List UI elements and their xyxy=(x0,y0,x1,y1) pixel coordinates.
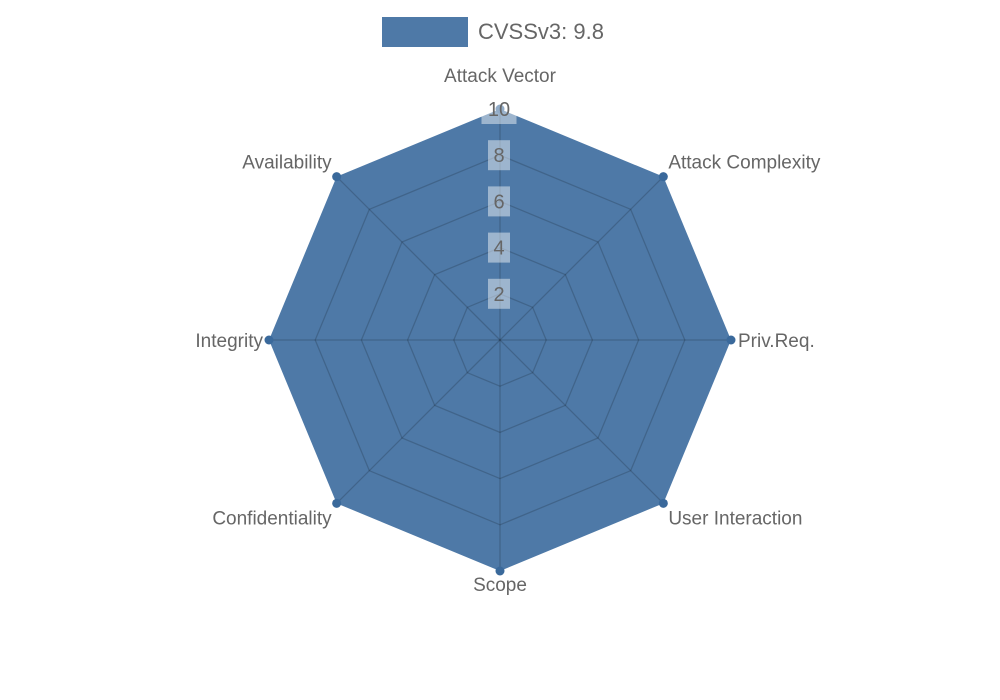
grid-ring xyxy=(406,246,594,434)
point-marker xyxy=(495,566,505,576)
axis-label-user-interaction: User Interaction xyxy=(668,508,802,529)
axis-label-attack-complexity: Attack Complexity xyxy=(668,153,821,174)
tick-backdrop xyxy=(488,186,510,217)
grid-ring xyxy=(453,293,547,387)
point-marker xyxy=(264,335,274,345)
axis-label-availability: Availability xyxy=(242,153,332,174)
tick-backdrop xyxy=(488,278,510,309)
spoke-line xyxy=(336,176,501,341)
grid-ring xyxy=(314,154,686,526)
axis-label-confidentiality: Confidentiality xyxy=(212,508,332,529)
spoke-line xyxy=(499,176,664,341)
axis-label-integrity: Integrity xyxy=(195,331,263,352)
tick-label: 8 xyxy=(493,145,504,167)
point-marker xyxy=(658,498,668,508)
chart-legend[interactable]: CVSSv3: 9.8 xyxy=(382,17,604,47)
legend-label: CVSSv3: 9.8 xyxy=(478,19,604,44)
grid-ring xyxy=(360,200,640,480)
point-marker xyxy=(495,104,505,114)
tick-label: 4 xyxy=(493,238,504,260)
tick-label: 6 xyxy=(493,191,504,213)
axis-label-attack-vector: Attack Vector xyxy=(444,66,557,87)
tick-backdrop xyxy=(488,232,510,263)
point-marker xyxy=(332,498,342,508)
tick-label: 2 xyxy=(493,284,504,306)
tick-label: 10 xyxy=(488,99,510,121)
axis-label-scope: Scope xyxy=(473,575,527,596)
legend-swatch[interactable] xyxy=(382,17,468,47)
spoke-line xyxy=(336,339,501,504)
spoke-line xyxy=(499,339,664,504)
radar-fill xyxy=(269,109,731,571)
axis-label-priv-req: Priv.Req. xyxy=(738,331,815,352)
tick-backdrop xyxy=(481,94,517,124)
point-marker xyxy=(658,172,668,182)
point-marker xyxy=(332,172,342,182)
point-marker xyxy=(726,335,736,345)
tick-backdrop xyxy=(488,140,510,171)
